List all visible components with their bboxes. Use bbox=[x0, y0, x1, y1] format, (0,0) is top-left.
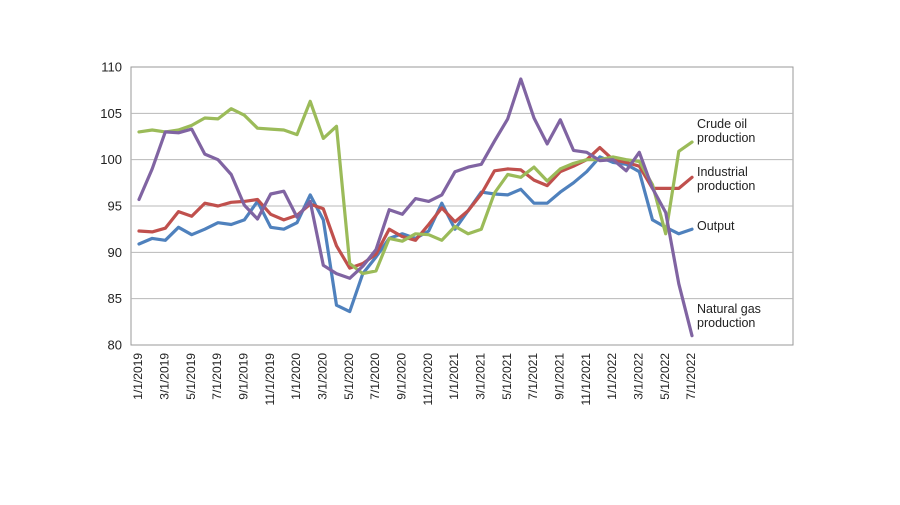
y-tick-label: 100 bbox=[100, 152, 122, 167]
x-tick-label: 3/1/2022 bbox=[632, 353, 646, 400]
series-lines bbox=[137, 77, 694, 338]
x-tick-label: 7/1/2022 bbox=[684, 353, 698, 400]
series-label-natural-gas-production: Natural gas production bbox=[697, 302, 761, 330]
x-tick-label: 1/1/2019 bbox=[131, 353, 145, 400]
series-labels: Output Industrial production Crude oil produ… bbox=[697, 117, 761, 330]
series-line-natural-gas-production bbox=[137, 77, 694, 338]
y-tick-label: 90 bbox=[108, 245, 122, 260]
x-tick-label: 11/1/2021 bbox=[579, 353, 593, 406]
x-tick-label: 9/1/2019 bbox=[237, 353, 251, 400]
x-tick-label: 5/1/2021 bbox=[500, 353, 514, 400]
x-tick-label: 7/1/2021 bbox=[526, 353, 540, 400]
x-tick-label: 3/1/2021 bbox=[474, 353, 488, 400]
x-tick-label: 3/1/2020 bbox=[316, 353, 330, 400]
y-axis-tick-labels: 80 85 90 95 100 105 110 bbox=[100, 60, 122, 353]
x-tick-label: 3/1/2019 bbox=[158, 353, 172, 400]
x-tick-label: 7/1/2019 bbox=[210, 353, 224, 400]
x-tick-label: 5/1/2022 bbox=[658, 353, 672, 400]
y-tick-label: 110 bbox=[101, 60, 122, 75]
x-tick-label: 11/1/2020 bbox=[421, 353, 435, 406]
y-tick-label: 105 bbox=[100, 106, 122, 121]
x-tick-label: 5/1/2020 bbox=[342, 353, 356, 400]
y-tick-label: 80 bbox=[108, 338, 122, 353]
x-tick-label: 5/1/2019 bbox=[184, 353, 198, 400]
x-axis-tick-labels: 1/1/2019 3/1/2019 5/1/2019 7/1/2019 9/1/2019… bbox=[131, 353, 698, 406]
x-tick-label: 11/1/2019 bbox=[263, 353, 277, 406]
series-line-industrial-production bbox=[137, 146, 694, 270]
x-tick-label: 7/1/2020 bbox=[368, 353, 382, 400]
x-tick-label: 9/1/2021 bbox=[553, 353, 567, 400]
y-tick-label: 95 bbox=[108, 199, 122, 214]
x-tick-label: 9/1/2020 bbox=[395, 353, 409, 400]
series-label-crude-oil-production: Crude oil production bbox=[697, 117, 755, 145]
x-tick-label: 1/1/2021 bbox=[447, 353, 461, 400]
x-tick-label: 1/1/2022 bbox=[605, 353, 619, 400]
series-label-industrial-production: Industrial production bbox=[697, 165, 755, 193]
x-tick-label: 1/1/2020 bbox=[289, 353, 303, 400]
y-tick-label: 85 bbox=[108, 291, 122, 306]
series-label-output: Output bbox=[697, 219, 735, 233]
